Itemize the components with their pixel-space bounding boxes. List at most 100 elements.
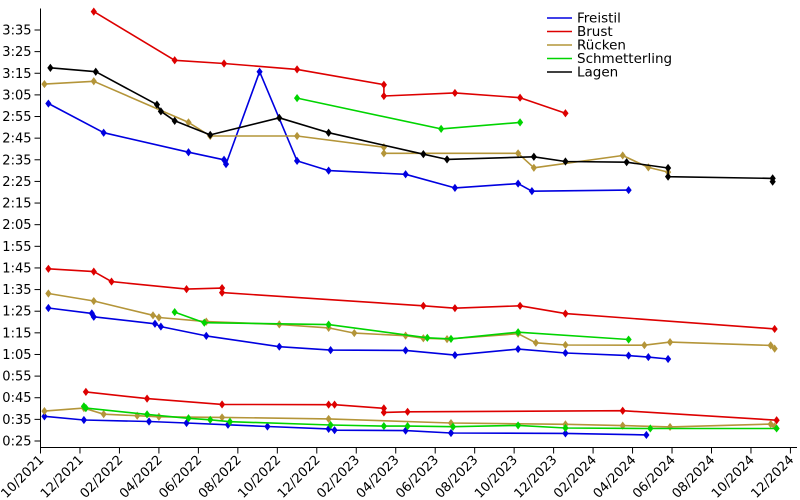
data-point-marker <box>625 351 632 360</box>
y-tick-label: 1:35 <box>2 283 31 298</box>
data-point-marker <box>380 143 387 152</box>
data-point-marker <box>185 118 192 127</box>
data-point-marker <box>226 417 234 426</box>
series-schmetterling <box>80 94 780 433</box>
data-point-marker <box>276 342 283 351</box>
data-point-marker <box>424 333 431 342</box>
series-line-brust-dist50 <box>85 391 778 422</box>
data-point-marker <box>443 155 451 164</box>
data-point-marker <box>562 309 569 318</box>
y-tick-label: 2:35 <box>2 153 31 168</box>
legend-label-schmetterling: Schmetterling <box>577 51 672 67</box>
data-point-marker <box>45 264 52 273</box>
series-lagen <box>47 63 776 186</box>
data-point-marker <box>451 88 459 98</box>
series-markers-freistil-dist200 <box>45 67 632 196</box>
data-point-marker <box>45 99 52 108</box>
y-tick-label: 1:05 <box>2 348 31 363</box>
data-point-marker <box>530 163 537 172</box>
y-tick-label: 0:55 <box>2 370 31 385</box>
series-markers-freistil-dist100 <box>45 303 672 364</box>
data-point-marker <box>562 109 569 118</box>
data-point-marker <box>325 320 332 329</box>
data-point-marker <box>771 344 778 353</box>
series-line-brust-dist100 <box>47 267 776 330</box>
y-tick-label: 0:25 <box>2 435 31 450</box>
x-tick-label: 12/2024 <box>748 453 797 500</box>
data-point-marker <box>664 163 672 173</box>
data-point-marker <box>514 149 522 158</box>
data-point-marker <box>325 166 332 175</box>
series-markers-schmetterling-dist50 <box>80 402 780 433</box>
data-point-marker <box>643 430 650 440</box>
data-point-marker <box>625 335 632 344</box>
data-point-marker <box>331 426 338 435</box>
data-point-marker <box>562 157 569 166</box>
data-point-marker <box>771 324 778 334</box>
data-point-marker <box>447 418 455 428</box>
series-line-schmetterling-dist50 <box>83 405 778 430</box>
data-point-marker <box>447 334 455 343</box>
data-point-marker <box>767 341 774 350</box>
data-point-marker <box>90 77 97 86</box>
data-point-marker <box>92 67 99 76</box>
data-point-marker <box>143 410 151 419</box>
data-point-marker <box>402 346 409 355</box>
series-line-freistil-dist200 <box>47 70 630 192</box>
data-point-marker <box>157 107 164 116</box>
data-point-marker <box>420 301 427 310</box>
y-tick-label: 0:45 <box>2 391 31 406</box>
data-point-marker <box>767 420 774 429</box>
series-markers-freistil-dist50 <box>41 412 650 440</box>
series-line-schmetterling-dist200 <box>296 97 521 130</box>
data-point-marker <box>562 429 569 438</box>
data-point-marker <box>218 283 226 293</box>
y-tick-label: 1:25 <box>2 305 31 320</box>
data-point-marker <box>516 93 524 102</box>
data-point-marker <box>625 185 632 195</box>
data-point-marker <box>514 328 522 337</box>
data-point-marker <box>264 422 271 431</box>
series-markers-schmetterling-dist100 <box>171 307 632 344</box>
data-point-marker <box>325 128 332 137</box>
data-point-marker <box>82 387 89 396</box>
data-point-marker <box>41 79 48 89</box>
data-point-marker <box>45 289 52 298</box>
data-point-marker <box>293 94 301 103</box>
data-point-marker <box>451 351 459 360</box>
data-point-marker <box>380 80 387 89</box>
y-tick-label: 2:15 <box>2 197 31 212</box>
data-point-marker <box>623 158 630 167</box>
data-point-marker <box>256 67 263 76</box>
data-point-marker <box>404 407 411 416</box>
data-point-marker <box>666 422 674 432</box>
data-point-marker <box>203 331 210 340</box>
y-tick-label: 0:35 <box>2 413 31 428</box>
axis-spines <box>40 8 797 448</box>
data-point-marker <box>293 131 301 141</box>
data-point-marker <box>420 150 427 159</box>
series-rucken <box>41 77 778 432</box>
data-point-marker <box>82 404 89 413</box>
data-point-marker <box>185 148 192 157</box>
data-point-marker <box>143 394 151 403</box>
data-point-marker <box>183 285 190 294</box>
data-point-marker <box>641 341 648 350</box>
data-point-marker <box>41 407 48 416</box>
data-point-marker <box>90 267 97 276</box>
data-point-marker <box>218 413 226 422</box>
data-point-marker <box>153 100 161 109</box>
data-point-marker <box>380 408 387 417</box>
data-point-marker <box>562 340 569 350</box>
data-point-marker <box>447 428 455 438</box>
data-point-marker <box>276 113 283 122</box>
data-point-marker <box>151 319 159 328</box>
data-point-marker <box>207 415 214 424</box>
data-point-marker <box>90 312 97 321</box>
data-point-marker <box>157 322 164 331</box>
data-point-marker <box>438 124 445 133</box>
data-point-marker <box>171 116 178 125</box>
